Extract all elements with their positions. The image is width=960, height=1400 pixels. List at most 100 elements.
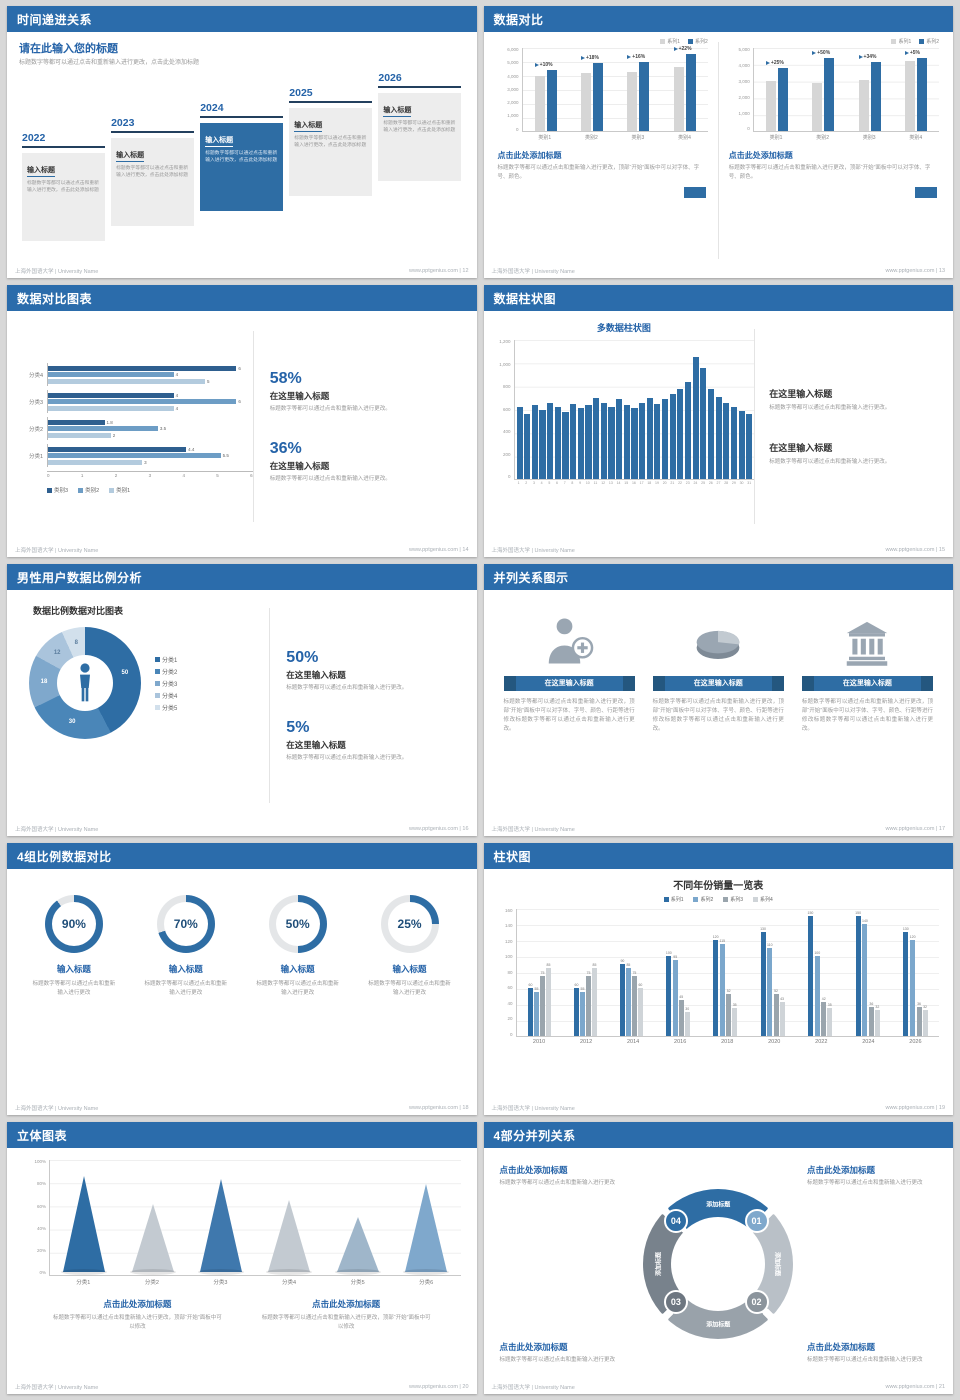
slice-value: 12	[53, 649, 61, 656]
number-badge: 03	[663, 1289, 688, 1314]
bar	[48, 399, 237, 404]
slide-16[interactable]: 男性用户数据比例分析 数据比例数据对比图表 50 30	[7, 564, 477, 836]
x-axis-label: 类别4	[909, 135, 923, 141]
cone-base	[198, 1269, 245, 1275]
bar	[631, 408, 638, 479]
slide-20[interactable]: 立体图表 100% 80% 60% 40% 20% 0% 分类1 分类2 分类3 分类4 分类5 分类…	[7, 1122, 477, 1394]
y-axis-label: 40%	[36, 1225, 46, 1231]
slide-13[interactable]: 数据对比 系列1 系列2 6,000 5,000 4,000 3,000 2,000 1,00…	[483, 6, 953, 278]
legend-label: 分类1	[162, 657, 178, 664]
timeline-card: 输入标题 标题数字等都可以通过点击和重新输入进行更改，点击此处添加标题	[200, 123, 284, 211]
bar-wrap: 55	[579, 909, 585, 1036]
x-tick-label: 5	[216, 473, 219, 478]
value-label: 3.5	[159, 426, 167, 431]
x-axis-label: 29	[731, 481, 736, 485]
value-label: 55	[580, 987, 585, 991]
slide-canvas: 分类4 6 4 5 分类3 4 6 4 分类2 1.8 3.5 2 分类1 4.4 5.5 3 0 1 2 3 4 5 6 类…	[7, 311, 477, 542]
bar	[684, 381, 692, 479]
bar	[874, 1010, 880, 1036]
caption-title: 点击此处添加标题	[499, 1165, 568, 1175]
slide-19[interactable]: 柱状图 不同年份销量一览表 系列1 系列2 系列3 系列4 160 140 120 100 8…	[483, 843, 953, 1115]
title-bar: 在这里输入标题	[503, 676, 635, 691]
value-label: 130	[902, 927, 909, 931]
bar	[48, 405, 174, 411]
plot-area: +25% +50% +34% +5%	[752, 48, 939, 132]
slide-canvas: 多数据柱状图 1,200 1,000 800 600 400 200 0 1 2 3 4 5 6 7 8 9 1…	[484, 311, 954, 542]
flag-icon	[627, 54, 632, 59]
timeline-item: 2022 输入标题 标题数字等都可以通过点击和重新输入进行更改，点击此处添加标题	[22, 132, 106, 241]
timeline: 2022 输入标题 标题数字等都可以通过点击和重新输入进行更改，点击此处添加标题 20…	[19, 70, 465, 241]
accent-box	[683, 186, 706, 198]
number-badge: 04	[663, 1209, 688, 1234]
value-label: 42	[821, 997, 826, 1002]
bar	[738, 410, 745, 479]
cone-base	[334, 1269, 381, 1275]
cone-wrap	[198, 1179, 245, 1275]
caption-block: 点击此处添加标题 标题数字等都可以通过点击和重新输入进行更改	[500, 1341, 630, 1365]
slide-18[interactable]: 4组比例数据对比 90% 输入标题 标题数字等都可以通过点击和重新输入进行更改 …	[7, 843, 477, 1115]
legend-label: 分类4	[162, 693, 178, 700]
x-axis-label: 2018	[721, 1039, 734, 1045]
delta-value: +50%	[817, 49, 831, 56]
x-axis: 类别1 类别2 类别3 类别4	[753, 134, 939, 141]
legend-swatch	[660, 39, 666, 44]
legend-swatch	[919, 39, 925, 44]
value-label: 75	[632, 971, 637, 975]
x-axis-label: 2016	[674, 1039, 687, 1045]
slide-footer: 上海外国语大学 | University Name www.pptgenius.…	[7, 1379, 477, 1394]
x-axis-label: 10	[585, 481, 590, 485]
bar	[585, 976, 591, 1036]
bar	[562, 411, 569, 479]
x-axis-label: 分类4	[281, 1280, 297, 1286]
x-axis: 类别1 类别2 类别3 类别4	[522, 134, 708, 141]
slide-21[interactable]: 4部分并列关系 点击此处添加标题 标题数字等都可以通过点击和重新输入进行更改 点…	[483, 1122, 954, 1394]
bar-row: 2	[48, 432, 253, 438]
progress-ring: 25%	[380, 895, 439, 953]
bar	[600, 402, 607, 479]
block-text: 标题数字等都可以通过点击和重新输入进行更改。	[769, 458, 891, 465]
y-axis-label: 6,000	[507, 47, 519, 52]
slide-footer: 上海外国语大学 | University Name www.pptgenius.…	[484, 1379, 954, 1394]
legend-item: 系列1	[663, 896, 683, 903]
delta-value: +34%	[863, 54, 877, 61]
timeline-card-text: 标题数字等都可以通过点击和重新输入进行更改，点击此处添加标题	[383, 121, 456, 134]
ring-title: 输入标题	[56, 964, 91, 974]
x-axis-label: 18	[647, 481, 652, 485]
bar-wrap: 120	[910, 909, 916, 1036]
x-axis-label: 分类5	[350, 1280, 365, 1286]
bar-wrap: 130	[903, 909, 909, 1036]
title-bar: 在这里输入标题	[801, 676, 934, 691]
bar-group: 130 120 36 32	[903, 909, 928, 1036]
value-label: 52	[774, 989, 778, 994]
bar	[48, 426, 158, 431]
bar	[666, 956, 672, 1036]
bar-group: 130 110 52 43	[760, 909, 785, 1036]
x-axis-label: 类别2	[816, 135, 829, 141]
slide-title: 数据柱状图	[493, 291, 557, 306]
legend-swatch	[753, 897, 759, 902]
ratio-column: 25% 输入标题 标题数字等都可以通过点击和重新输入进行更改	[359, 895, 461, 1100]
y-axis: 6,000 5,000 4,000 3,000 2,000 1,000 0	[498, 47, 522, 132]
bar	[48, 453, 221, 458]
caption-row: 点击此处添加标题 标题数字等都可以通过点击和重新输入进行更改，顶部“开始”面板中…	[23, 1286, 461, 1332]
slide-12[interactable]: 时间递进关系 请在此输入您的标题 标题数字等都可以通过点击和重新输入进行更改，点…	[7, 6, 477, 278]
bar-wrap: 95	[672, 909, 678, 1036]
y-axis-label: 3,000	[738, 78, 750, 84]
legend-swatch	[687, 39, 693, 44]
ring-text: 标题数字等都可以通过点击和重新输入进行更改	[368, 981, 451, 996]
value-label: 90	[620, 959, 625, 963]
y-axis-label: 400	[502, 429, 511, 435]
value-label: 5.5	[222, 453, 229, 458]
category-label: 分类2	[28, 426, 43, 433]
bar-group: +5%	[903, 48, 929, 131]
slide-title: 柱状图	[493, 849, 532, 864]
bar-group: +10%	[533, 48, 559, 131]
stat-block: 36% 在这里输入标题 标题数字等都可以通过点击和重新输入进行更改。	[270, 440, 465, 484]
slide-15[interactable]: 数据柱状图 多数据柱状图 1,200 1,000 800 600 400 200 0 1 2 3 4…	[483, 285, 954, 557]
slide-14[interactable]: 数据对比图表 分类4 6 4 5 分类3 4 6 4 分类2 1.8 3.5 2 分类1 4.4 5.5 3 0…	[7, 285, 477, 557]
value-label: 85	[592, 963, 597, 967]
y-axis-label: 100%	[34, 1159, 46, 1164]
bar-row: 6	[48, 365, 253, 371]
slide-17[interactable]: 并列关系图示 在这里输入标题 标题数字等都可以通过点击和重新输入进行更改，顶部“…	[483, 564, 953, 836]
bars: 4.4 5.5 3	[47, 444, 253, 467]
